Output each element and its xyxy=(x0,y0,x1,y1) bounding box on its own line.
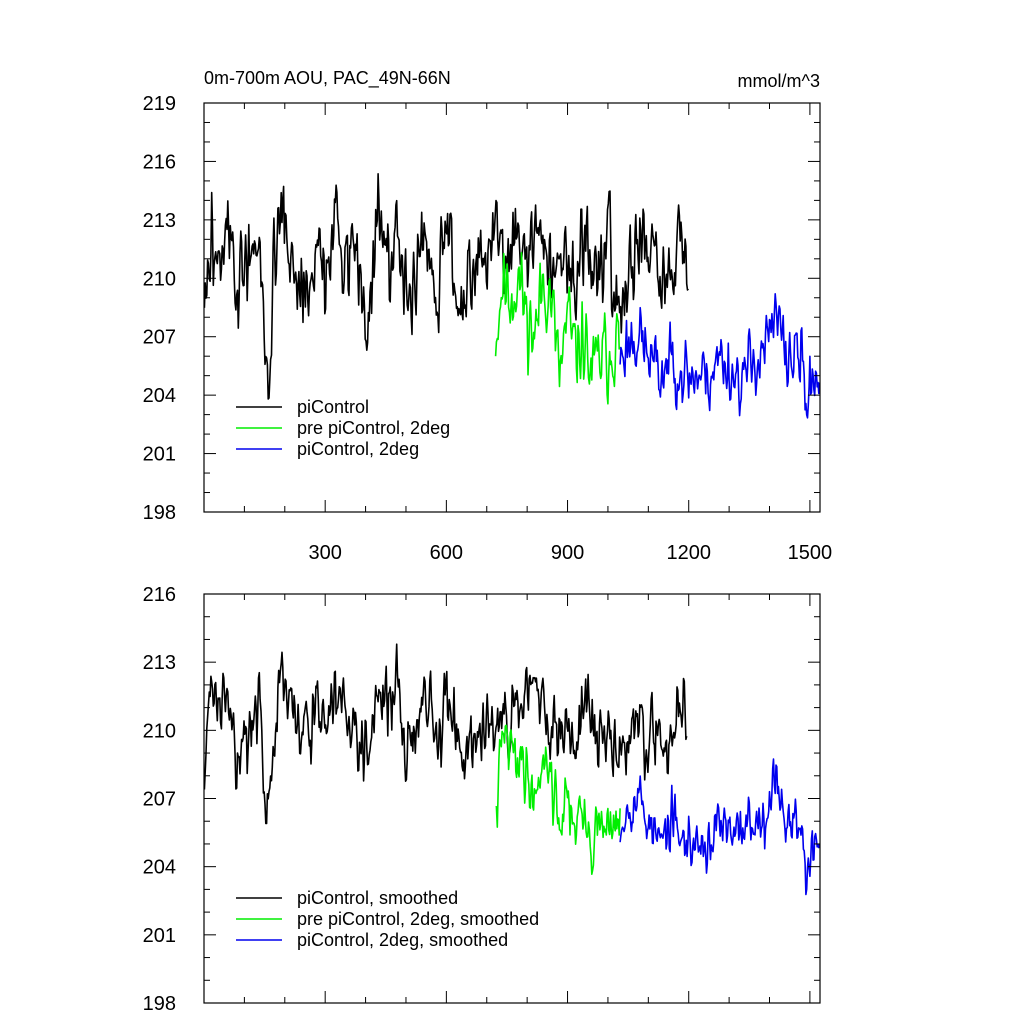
y-tick-label: 213 xyxy=(143,210,176,232)
y-tick-label: 204 xyxy=(143,857,176,879)
x-tick-label: 900 xyxy=(551,542,584,564)
figure-title: 0m-700m AOU, PAC_49N-66N xyxy=(204,68,451,89)
raw-panel: 198 201 204 207 210 213 216 219 300 600 900 1200 150… xyxy=(143,93,833,564)
y-tick-label: 201 xyxy=(143,444,176,466)
y-tick-label: 210 xyxy=(143,720,176,742)
x-tick-label: 600 xyxy=(430,542,463,564)
legend-label: pre piControl, 2deg xyxy=(297,418,450,438)
x-tick-label: 300 xyxy=(308,542,341,564)
x-tick-label: 1200 xyxy=(666,542,711,564)
y-tick-label: 216 xyxy=(143,151,176,173)
y-tick-label: 216 xyxy=(143,584,176,606)
y-tick-label: 201 xyxy=(143,925,176,947)
legend-label: piControl, smoothed xyxy=(297,888,458,908)
smoothed-panel: 198 201 204 207 210 213 216 piControl, smoothed… xyxy=(143,584,821,1015)
y-tick-label: 219 xyxy=(143,93,176,115)
series-line-1-0 xyxy=(203,643,688,825)
x-tick-label: 1500 xyxy=(788,542,833,564)
series-line-0-0 xyxy=(203,173,689,400)
y-tick-label: 198 xyxy=(143,993,176,1015)
y-tick-label: 198 xyxy=(143,502,176,524)
series-line-0-1 xyxy=(494,252,621,405)
legend-label: pre piControl, 2deg, smoothed xyxy=(297,909,539,929)
series-line-1-1 xyxy=(495,724,621,875)
series-line-0-2 xyxy=(619,293,821,419)
series-line-1-2 xyxy=(619,758,821,896)
legend-label: piControl, 2deg xyxy=(297,439,419,459)
plot-frame xyxy=(203,102,821,513)
y-tick-label: 210 xyxy=(143,268,176,290)
y-tick-label: 207 xyxy=(143,789,176,811)
y-tick-label: 207 xyxy=(143,327,176,349)
legend-label: piControl, 2deg, smoothed xyxy=(297,930,508,950)
units-label: mmol/m^3 xyxy=(738,71,820,91)
legend-label: piControl xyxy=(297,397,369,417)
y-tick-label: 204 xyxy=(143,385,176,407)
y-tick-label: 213 xyxy=(143,652,176,674)
